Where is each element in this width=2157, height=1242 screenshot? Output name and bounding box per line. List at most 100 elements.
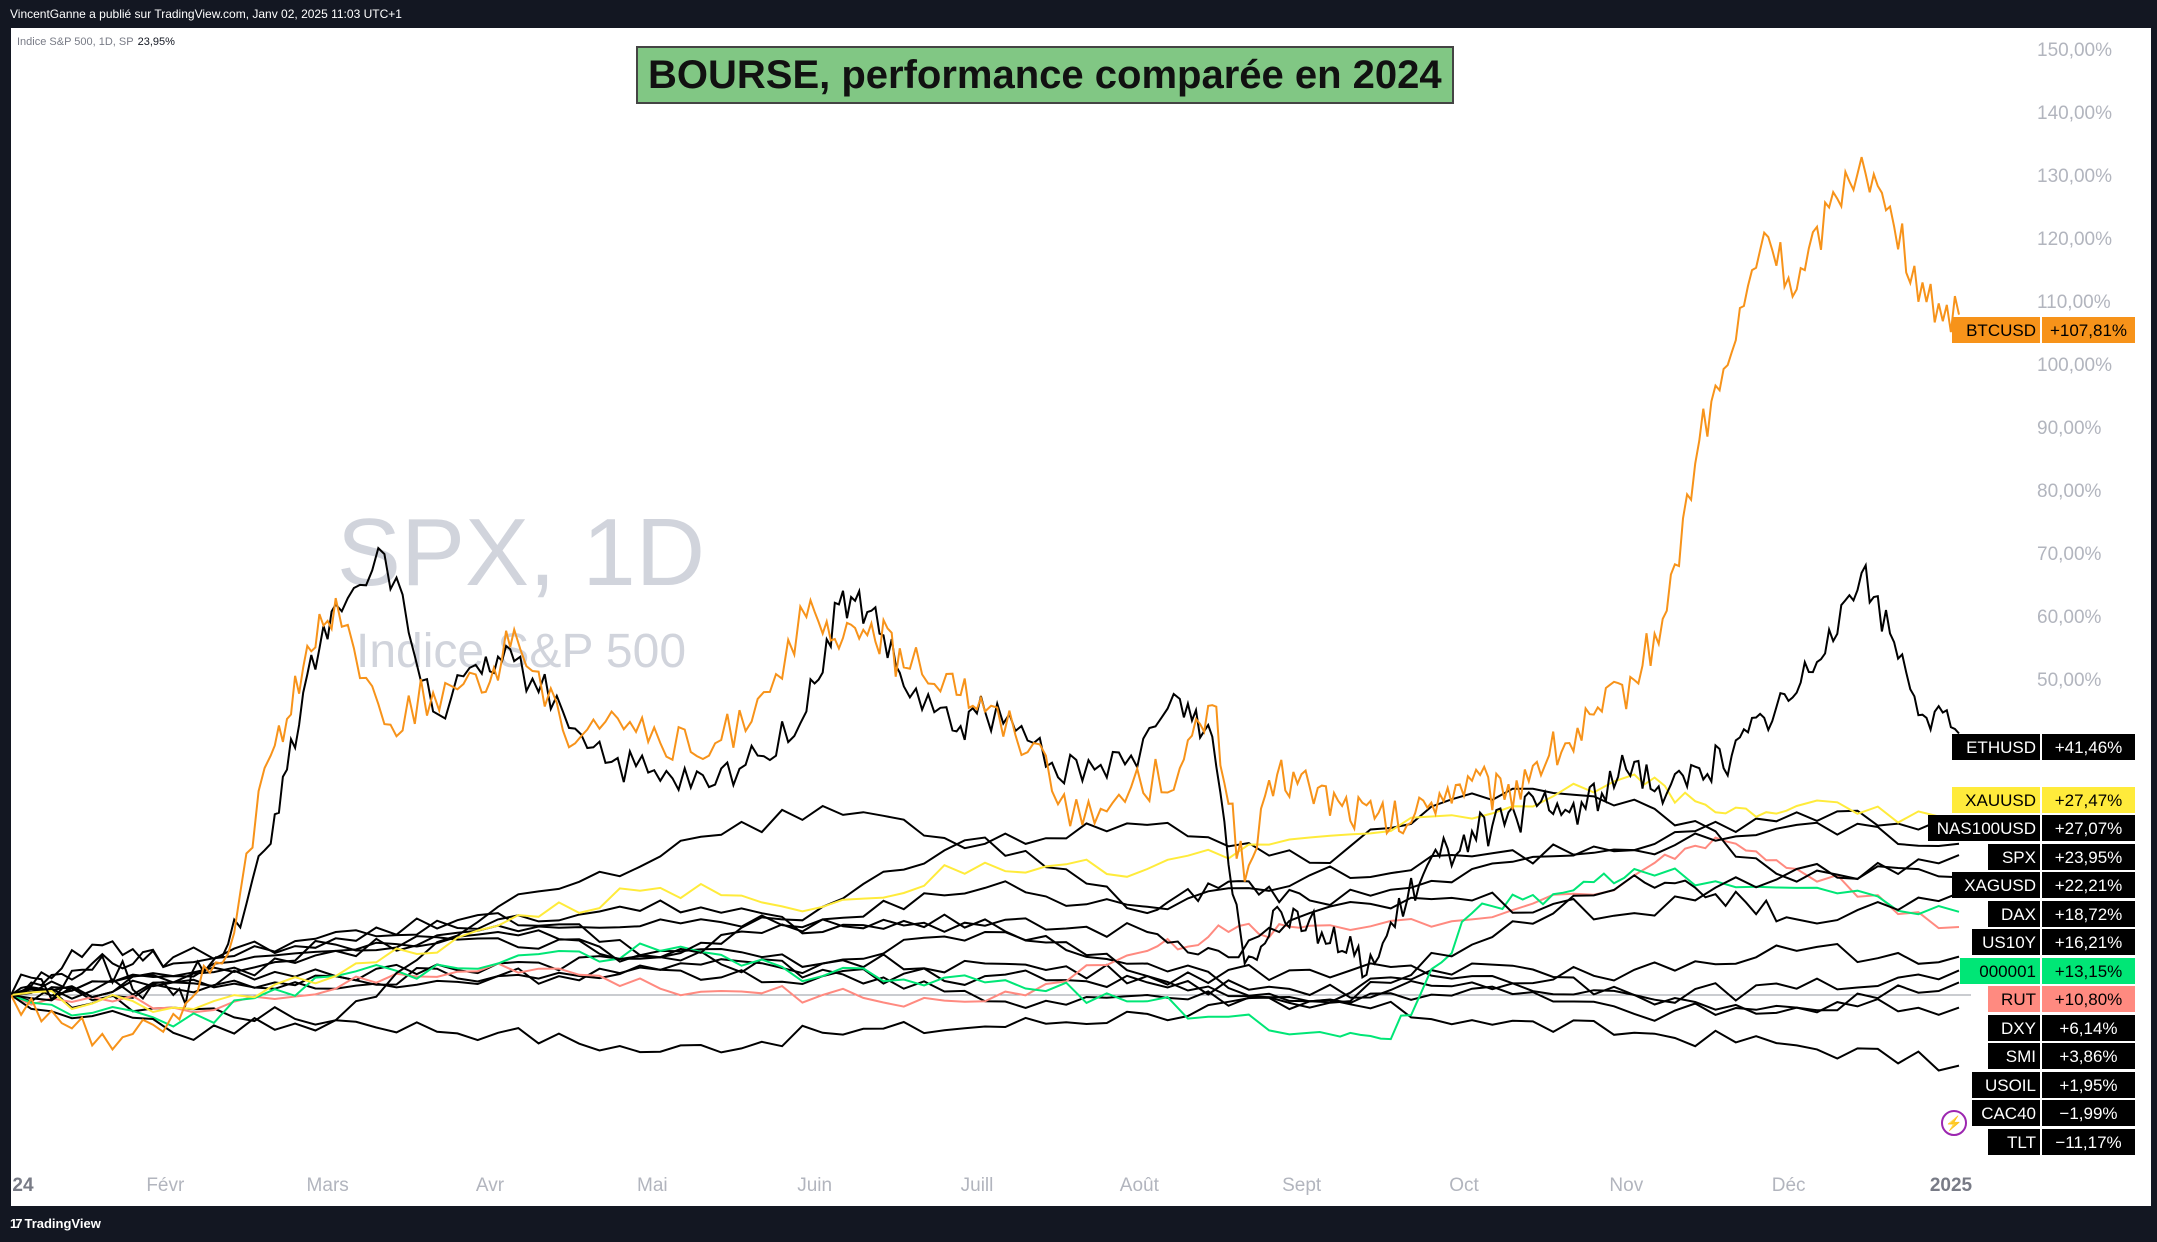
price-tag-rut[interactable]: RUT +10,80% bbox=[1988, 986, 2135, 1012]
price-tag-name: SMI bbox=[2006, 1047, 2036, 1066]
price-tag-us10y[interactable]: US10Y +16,21% bbox=[1972, 929, 2135, 955]
price-tag-name-bg bbox=[1952, 317, 2040, 343]
price-tag-value-bg bbox=[2042, 1043, 2135, 1069]
price-tag-name: TLT bbox=[2007, 1133, 2036, 1152]
price-tag-value-bg bbox=[2042, 734, 2135, 760]
price-tag-smi[interactable]: SMI +3,86% bbox=[1988, 1043, 2135, 1069]
price-tag-value: +23,95% bbox=[2055, 848, 2123, 867]
price-tag-spx[interactable]: SPX +23,95% bbox=[1988, 844, 2135, 870]
price-tag-name-bg bbox=[1972, 929, 2040, 955]
price-tag-value: +6,14% bbox=[2059, 1019, 2117, 1038]
price-tag-dxy[interactable]: DXY +6,14% bbox=[1988, 1015, 2135, 1041]
price-tag-usoil[interactable]: USOIL +1,95% bbox=[1972, 1072, 2135, 1098]
series-line-xauusd bbox=[11, 773, 1960, 1014]
price-tag-name-bg bbox=[1988, 986, 2040, 1012]
y-tick-label: 60,00% bbox=[2037, 607, 2102, 628]
series-line-nas100usd bbox=[11, 809, 1960, 996]
y-tick-label: 100,00% bbox=[2037, 355, 2112, 376]
y-tick-label: 50,00% bbox=[2037, 670, 2102, 691]
x-tick-label: Juin bbox=[797, 1175, 832, 1196]
price-tag-name-bg bbox=[1928, 815, 2040, 841]
y-tick-label: 120,00% bbox=[2037, 229, 2112, 250]
x-tick-label: 24 bbox=[12, 1175, 34, 1196]
price-tag-cac40[interactable]: CAC40 −1,99% bbox=[1972, 1100, 2135, 1126]
price-tag-value: +22,21% bbox=[2055, 876, 2123, 895]
chart-svg[interactable]: 150,00% 140,00% 130,00% 120,00% 110,00% 100,0… bbox=[11, 28, 2151, 1206]
series-line-us10y bbox=[11, 874, 1960, 1009]
x-tick-label: Févr bbox=[146, 1175, 185, 1196]
x-tick-label: Nov bbox=[1609, 1175, 1643, 1196]
tradingview-logo-text: TradingView bbox=[24, 1216, 101, 1231]
price-tag-value: +18,72% bbox=[2055, 905, 2123, 924]
price-tag-name-bg bbox=[1988, 1015, 2040, 1041]
x-tick-label: Sept bbox=[1282, 1175, 1322, 1196]
price-tag-000001[interactable]: 000001 +13,15% bbox=[1960, 958, 2135, 984]
price-tag-value-bg bbox=[2042, 1129, 2135, 1155]
price-tag-name-bg bbox=[1988, 901, 2040, 927]
price-tag-value-bg bbox=[2042, 929, 2135, 955]
price-tag-name: XAGUSD bbox=[1964, 876, 2036, 895]
x-tick-label: Déc bbox=[1772, 1175, 1806, 1196]
x-tick-label: Août bbox=[1120, 1175, 1160, 1196]
price-tag-name: BTCUSD bbox=[1966, 321, 2036, 340]
chart-area[interactable]: Indice S&P 500, 1D, SP 23,95% SPX, 1D Ind… bbox=[11, 28, 2151, 1206]
price-tag-value-bg bbox=[2042, 317, 2135, 343]
tradingview-logo-icon: 17 bbox=[10, 1216, 23, 1231]
price-tag-value-bg bbox=[2042, 958, 2135, 984]
price-tag-name-bg bbox=[1952, 872, 2040, 898]
price-tag-ethusd[interactable]: ETHUSD +41,46% bbox=[1952, 734, 2135, 760]
price-tag-nas100usd[interactable]: NAS100USD +27,07% bbox=[1928, 815, 2135, 841]
series-line-ethusd bbox=[11, 546, 1960, 1008]
price-tag-name-bg bbox=[1988, 1129, 2040, 1155]
price-tag-xauusd[interactable]: XAUUSD +27,47% bbox=[1952, 787, 2135, 813]
price-tag-name-bg bbox=[1972, 1100, 2040, 1126]
series-line-btcusd bbox=[11, 156, 1960, 1052]
watermark-symbol: SPX, 1D bbox=[336, 499, 706, 606]
price-tag-name-bg bbox=[1972, 1072, 2040, 1098]
series-line-cac40 bbox=[11, 950, 1960, 1022]
price-tag-value: +41,46% bbox=[2055, 738, 2123, 757]
y-tick-label: 130,00% bbox=[2037, 166, 2112, 187]
price-tag-name-bg bbox=[1988, 844, 2040, 870]
price-tag-tlt[interactable]: TLT −11,17% bbox=[1988, 1129, 2135, 1155]
y-tick-label: 150,00% bbox=[2037, 40, 2112, 61]
series-line-rut bbox=[11, 836, 1960, 1014]
price-tag-xagusd[interactable]: XAGUSD +22,21% bbox=[1952, 872, 2135, 898]
tradingview-logo[interactable]: 17 TradingView bbox=[10, 1206, 101, 1242]
price-tag-name-bg bbox=[1988, 1043, 2040, 1069]
price-tag-name: 000001 bbox=[1979, 962, 2036, 981]
price-tag-dax[interactable]: DAX +18,72% bbox=[1988, 901, 2135, 927]
price-tag-value-bg bbox=[2042, 844, 2135, 870]
instrument-name: Indice S&P 500, 1D, SP bbox=[17, 36, 134, 48]
y-tick-label: 70,00% bbox=[2037, 544, 2102, 565]
footer-bar: 17 TradingView bbox=[0, 1206, 2157, 1242]
instrument-value: 23,95% bbox=[137, 36, 175, 48]
price-tag-name: SPX bbox=[2002, 848, 2036, 867]
price-tag-name: RUT bbox=[2001, 990, 2036, 1009]
lightning-bolt-icon[interactable]: ⚡ bbox=[1941, 1110, 1967, 1136]
publish-bar: VincentGanne a publié sur TradingView.co… bbox=[0, 0, 2157, 28]
series-line-000001 bbox=[11, 867, 1960, 1041]
price-tag-name-bg bbox=[1952, 787, 2040, 813]
price-tag-value: +10,80% bbox=[2055, 990, 2123, 1009]
price-tag-name-bg bbox=[1952, 734, 2040, 760]
price-tag-value-bg bbox=[2042, 787, 2135, 813]
price-tag-value: +3,86% bbox=[2059, 1047, 2117, 1066]
y-tick-label: 90,00% bbox=[2037, 418, 2102, 439]
series-line-usoil bbox=[11, 912, 1960, 1015]
price-tag-btcusd[interactable]: BTCUSD +107,81% bbox=[1952, 317, 2135, 343]
price-tag-value-bg bbox=[2042, 1100, 2135, 1126]
price-tag-value-bg bbox=[2042, 872, 2135, 898]
price-tag-value: −11,17% bbox=[2055, 1133, 2121, 1152]
price-tag-name: CAC40 bbox=[1981, 1104, 2036, 1123]
price-tag-name: DAX bbox=[2001, 905, 2036, 924]
instrument-legend[interactable]: Indice S&P 500, 1D, SP 23,95% bbox=[17, 36, 175, 48]
x-tick-label: 2025 bbox=[1930, 1175, 1973, 1196]
x-tick-label: Oct bbox=[1449, 1175, 1479, 1196]
price-tag-name: DXY bbox=[2001, 1019, 2036, 1038]
y-tick-label: 80,00% bbox=[2037, 481, 2102, 502]
x-tick-label: Mai bbox=[637, 1175, 668, 1196]
price-tag-value: +27,07% bbox=[2055, 819, 2123, 838]
price-tag-name-bg bbox=[1960, 958, 2040, 984]
price-tag-name: US10Y bbox=[1982, 933, 2036, 952]
